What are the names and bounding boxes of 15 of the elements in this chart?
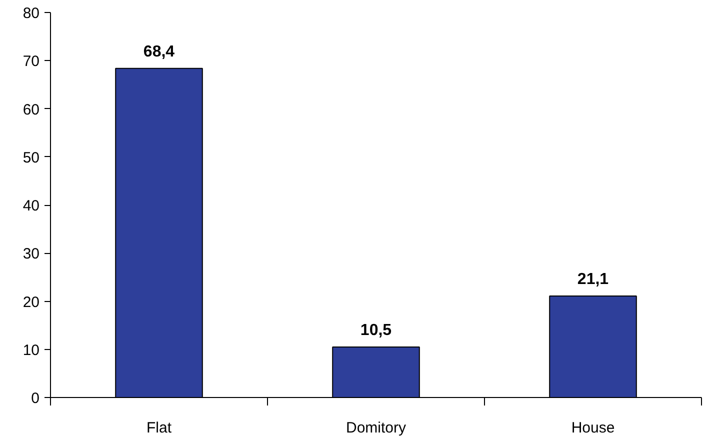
y-tick-label: 60 — [22, 101, 40, 118]
data-label: 21,1 — [577, 270, 609, 288]
x-tick-label: Flat — [146, 420, 172, 436]
data-label: 10,5 — [360, 322, 392, 339]
data-label: 68,4 — [143, 43, 175, 60]
y-tick-label: 80 — [22, 5, 40, 22]
y-tick-label: 50 — [22, 149, 40, 166]
y-tick-label: 70 — [22, 53, 40, 70]
y-tick-label: 10 — [22, 342, 40, 359]
y-tick-label: 0 — [31, 390, 40, 407]
x-tick-label: Domitory — [346, 420, 407, 436]
y-tick-label: 20 — [22, 294, 40, 311]
x-tick-label: House — [571, 420, 615, 436]
y-tick-label: 30 — [22, 246, 40, 263]
y-tick-label: 40 — [22, 198, 40, 214]
